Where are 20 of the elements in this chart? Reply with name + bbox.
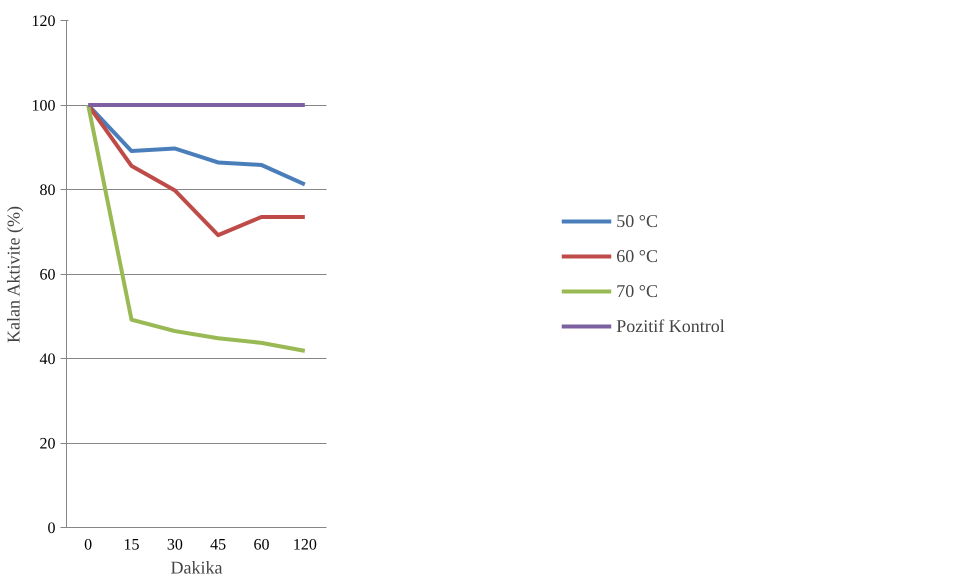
y-tick-label: 80 [40, 182, 56, 199]
x-tick-label: 0 [84, 536, 92, 554]
y-tick-label: 60 [40, 266, 56, 284]
x-tick-label: 120 [292, 536, 317, 554]
y-tick-label: 0 [48, 520, 56, 537]
y-tick-label: 100 [32, 98, 56, 114]
x-tick-label: 15 [124, 536, 140, 554]
legend-label: 70 °C [616, 280, 658, 302]
legend-label: 50 °C [616, 210, 658, 232]
y-tick-label: 20 [40, 436, 56, 452]
x-tick-label: 60 [254, 536, 270, 554]
x-axis-title: Dakika [170, 558, 222, 578]
line-series [86, 103, 307, 353]
x-tick-label: 45 [210, 536, 226, 554]
y-axis-title: Kalan Aktivite (%) [4, 206, 24, 343]
y-tick-label: 40 [40, 351, 56, 368]
legend-label: Pozitif Kontrol [616, 316, 725, 336]
y-tick-label: 120 [32, 13, 56, 30]
legend-label: 60 °C [616, 246, 658, 266]
x-tick-label: 30 [166, 536, 183, 554]
